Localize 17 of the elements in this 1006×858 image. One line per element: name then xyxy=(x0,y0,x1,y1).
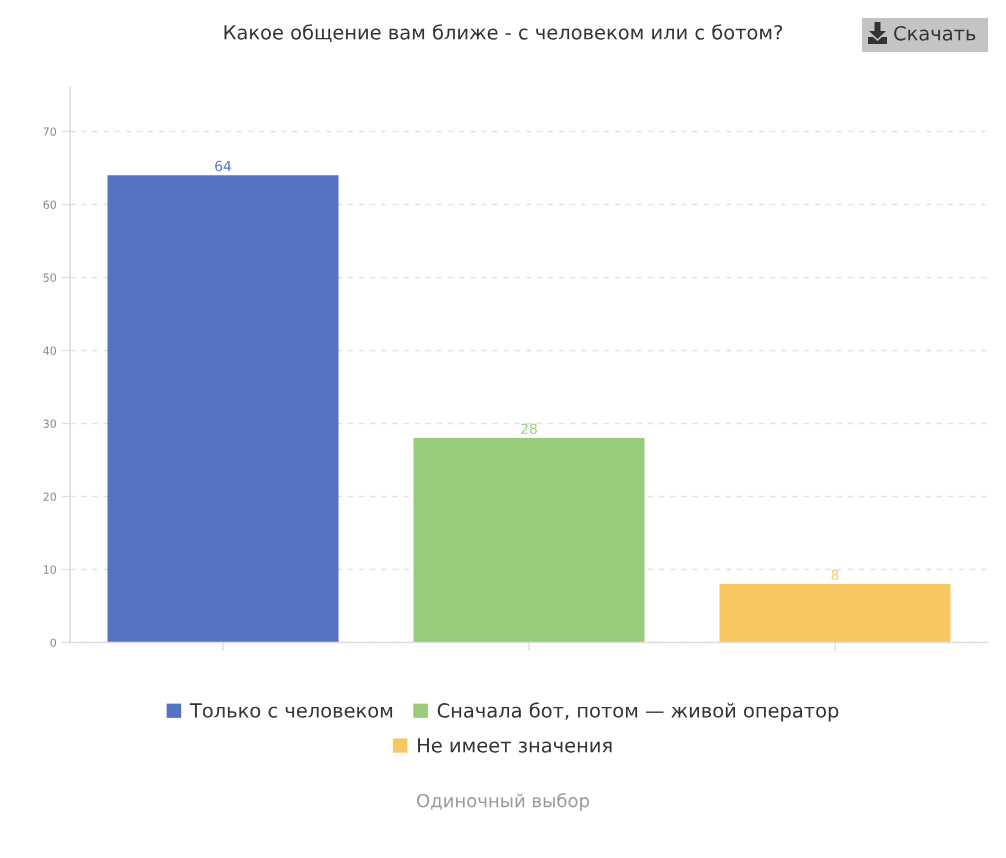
text: Одиночный выбор xyxy=(417,793,590,811)
legend-label: Только с человеком xyxy=(189,703,393,718)
data-label: 8 xyxy=(831,569,839,581)
y-tick-label: 70 xyxy=(43,127,57,136)
y-tick-label: 10 xyxy=(43,565,57,574)
y-tick-label: 20 xyxy=(43,492,57,501)
text: Скачать xyxy=(894,25,976,41)
y-tick-label: 40 xyxy=(43,346,57,355)
data-label: 64 xyxy=(215,160,232,172)
y-tick-label: 50 xyxy=(43,273,57,282)
y-tick-label: 60 xyxy=(43,200,57,209)
chart-title: Какое общение вам ближе - с человеком или с ботом? xyxy=(224,24,782,43)
legend-label: Не имеет значения xyxy=(418,738,612,753)
legend-label: Сначала бот, потом — живой оператор xyxy=(437,702,839,722)
y-tick-label: 0 xyxy=(50,638,57,647)
y-tick-label: 30 xyxy=(43,419,57,428)
data-label: 28 xyxy=(521,423,537,435)
